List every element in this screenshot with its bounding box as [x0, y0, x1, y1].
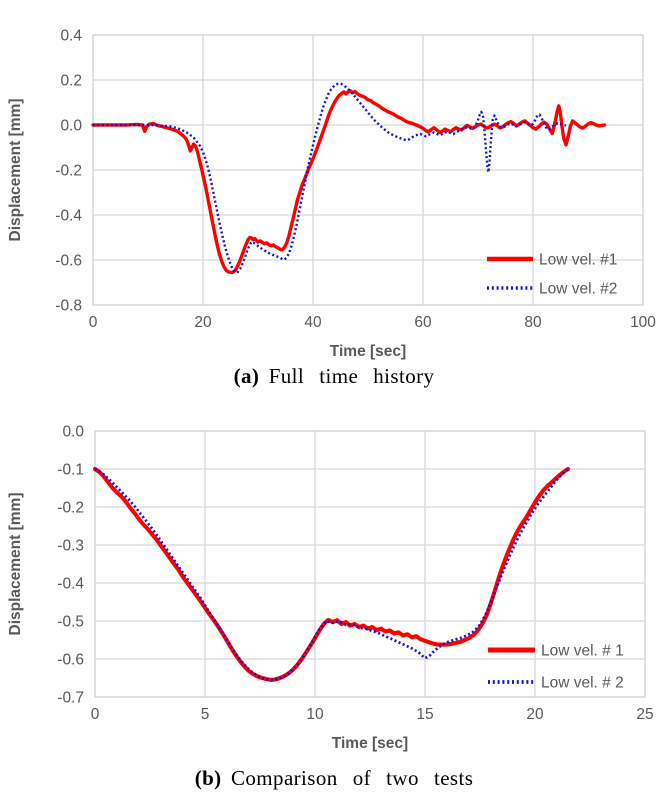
y-tick-label: 0.0	[62, 424, 84, 441]
legend-label-1: Low vel. # 1	[541, 643, 624, 660]
x-tick-label: 60	[414, 314, 432, 331]
legend-label-1: Low vel. #1	[539, 252, 617, 269]
y-tick-label: -0.5	[57, 614, 84, 631]
caption-b-label: (b)	[194, 766, 222, 790]
series-line-1	[91, 89, 607, 275]
series-line-2	[94, 467, 569, 682]
y-tick-label: -0.1	[57, 462, 84, 479]
x-tick-label: 0	[89, 314, 98, 331]
x-tick-label: 10	[306, 706, 324, 723]
y-axis-title: Displacement [mm]	[7, 493, 24, 636]
legend: Low vel. #1 Low vel. #2	[487, 252, 617, 298]
x-tick-label: 100	[630, 314, 656, 331]
caption-b: (b) Comparison of two tests	[0, 766, 668, 791]
caption-a-text: Full time history	[268, 364, 435, 388]
y-tick-label: -0.6	[55, 253, 82, 270]
x-tick-label: 80	[524, 314, 542, 331]
x-tick-label: 20	[194, 314, 212, 331]
y-tick-label: 0.2	[60, 73, 82, 90]
y-tick-label: -0.3	[57, 538, 84, 555]
y-tick-label: 0.0	[60, 118, 82, 135]
x-tick-label: 5	[201, 706, 210, 723]
plot-border	[92, 34, 644, 306]
legend-label-2: Low vel. #2	[539, 281, 617, 298]
y-tick-label: -0.6	[57, 652, 84, 669]
x-tick-label: 40	[304, 314, 322, 331]
y-tick-label: -0.7	[57, 690, 84, 707]
x-tick-label: 0	[91, 706, 100, 723]
legend: Low vel. # 1 Low vel. # 2	[488, 643, 624, 692]
y-axis-title: Displacement [mm]	[7, 99, 24, 242]
y-tick-label: -0.4	[55, 208, 82, 225]
y-tick-label: -0.2	[55, 163, 82, 180]
x-tick-label: 15	[416, 706, 433, 723]
y-tick-label: -0.2	[57, 500, 84, 517]
plot-area: 0.0 -0.1 -0.2 -0.3 -0.4 -0.5 -0.6 -0.7 0 5 10 15 20 2…	[7, 424, 654, 753]
y-tick-label: 0.4	[60, 28, 82, 45]
caption-b-text: Comparison of two tests	[231, 766, 474, 790]
x-axis-title: Time [sec]	[332, 735, 408, 752]
y-tick-label: -0.8	[55, 298, 82, 315]
x-axis-title: Time [sec]	[330, 343, 406, 360]
plot-border	[94, 430, 646, 698]
plot-area: 0.4 0.2 0.0 -0.2 -0.4 -0.6 -0.8 0 20 40 60 80 100 Tim…	[7, 28, 656, 361]
y-tick-label: -0.4	[57, 576, 84, 593]
x-tick-label: 20	[526, 706, 544, 723]
chart-a-plot: 0.4 0.2 0.0 -0.2 -0.4 -0.6 -0.8 0 20 40 60 80 100 Tim…	[7, 28, 656, 361]
x-tick-label: 25	[636, 706, 653, 723]
caption-a: (a) Full time history	[0, 364, 668, 389]
legend-label-2: Low vel. # 2	[541, 675, 624, 692]
chart-b-plot: 0.0 -0.1 -0.2 -0.3 -0.4 -0.5 -0.6 -0.7 0 5 10 15 20 2…	[7, 424, 654, 753]
caption-a-label: (a)	[233, 364, 260, 388]
